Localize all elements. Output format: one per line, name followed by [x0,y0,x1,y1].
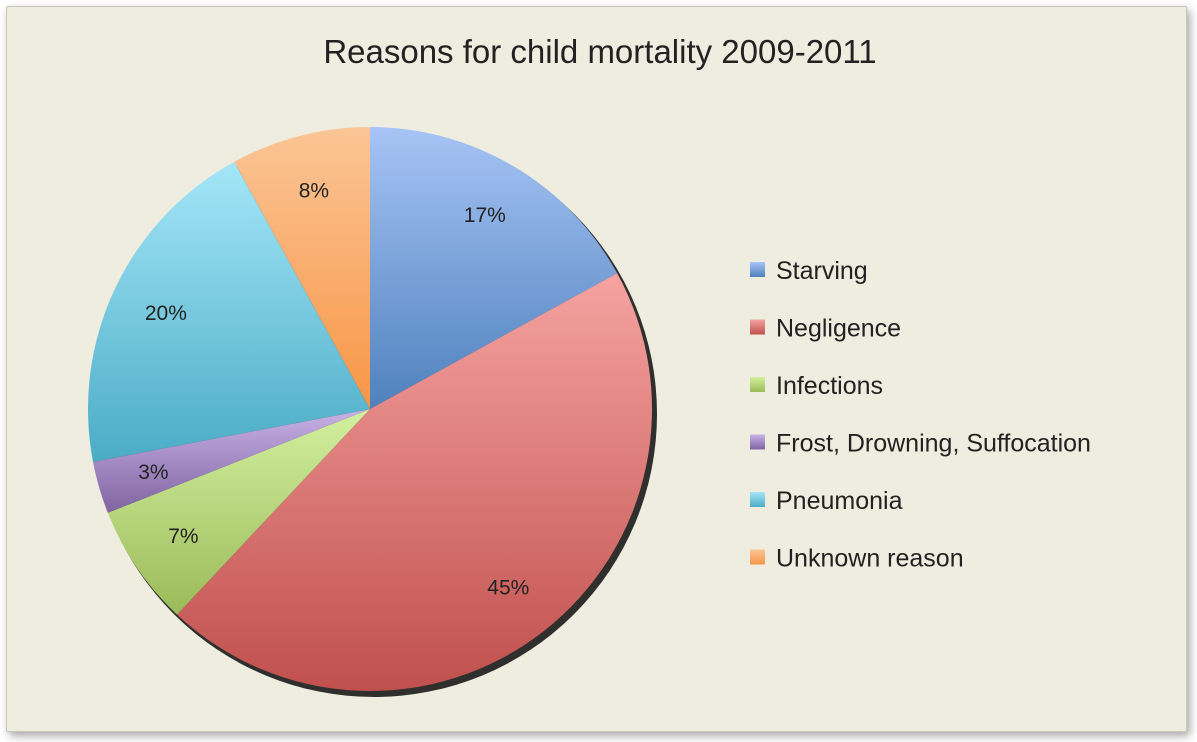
legend-label-frost-drowning-suffocation: Frost, Drowning, Suffocation [776,430,1091,458]
pie-slice-frost-drowning-suffocation [92,409,371,513]
legend-swatch-unknown-reason [750,549,765,565]
chart-area: Reasons for child mortality 2009-2011 17… [6,6,1187,732]
legend-label-infections: Infections [776,372,883,400]
pie-slice-starving [370,127,618,409]
legend-swatch-negligence [750,319,765,335]
legend-swatch-starving [750,262,765,277]
pie-slice-unknown-reason [234,127,370,409]
slice-labels: 17% 45% 7% 3% 20% 8% [138,180,529,600]
pie-chart: Reasons for child mortality 2009-2011 17… [87,33,1091,697]
data-label-unknown-reason: 8% [299,180,329,203]
data-label-starving: 17% [464,204,506,227]
data-label-frost-drowning-suffocation: 3% [138,461,168,484]
data-label-infections: 7% [168,525,198,548]
data-label-negligence: 45% [487,576,529,599]
legend-label-unknown-reason: Unknown reason [776,545,964,573]
legend: Starving Negligence Infections Frost, Drown… [750,257,1091,573]
pie-slice-pneumonia [87,161,371,462]
legend-label-pneumonia: Pneumonia [776,487,903,515]
legend-label-starving: Starving [776,257,868,285]
legend-swatch-frost-drowning-suffocation [750,434,765,450]
legend-label-negligence: Negligence [776,315,901,343]
legend-swatch-infections [750,377,765,392]
pie-slice-negligence [176,273,652,691]
pie-slices [87,127,652,691]
chart-title: Reasons for child mortality 2009-2011 [323,33,876,70]
data-label-pneumonia: 20% [145,302,187,325]
pie-slice-infections [107,409,371,615]
legend-swatch-pneumonia [750,492,765,507]
